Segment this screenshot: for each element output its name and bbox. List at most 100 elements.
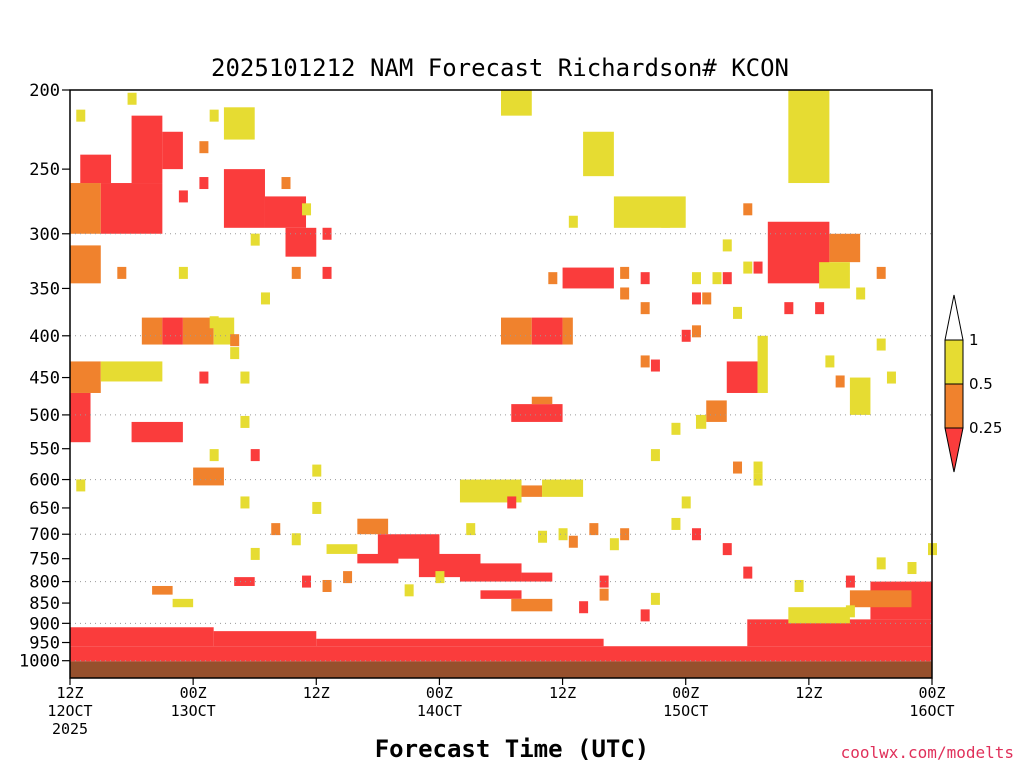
legend-triangle-top	[944, 294, 964, 341]
ri-region-45	[562, 267, 614, 289]
ri-speckle-18	[199, 371, 209, 384]
ri-speckle-2	[209, 109, 219, 122]
ri-speckle-33	[404, 584, 414, 597]
legend-triangle-bottom	[944, 427, 964, 473]
plot-frame	[69, 89, 933, 679]
chart-title: 2025101212 NAM Forecast Richardson# KCON	[211, 54, 789, 82]
ri-speckle-58	[733, 306, 743, 319]
legend-box-high	[944, 339, 964, 385]
ri-speckle-62	[753, 261, 763, 274]
colorbar-legend: 1 0.5 0.25	[944, 294, 1002, 473]
ri-speckle-89	[599, 575, 609, 588]
ri-region-29	[162, 317, 183, 345]
ri-region-55	[726, 361, 758, 393]
ri-region-16	[459, 563, 522, 582]
ri-region-35	[100, 183, 163, 234]
ri-speckle-6	[250, 233, 260, 246]
legend-level-1: 0.5	[969, 375, 993, 393]
ri-speckle-91	[640, 609, 650, 622]
ri-speckle-29	[250, 547, 260, 560]
x-tick-label-12-0: 00Z	[180, 684, 207, 702]
ri-region-11	[326, 544, 358, 554]
ri-speckle-52	[702, 292, 712, 305]
x-tick-label-0-0: 12Z	[56, 684, 83, 702]
y-tick-label-550: 550	[29, 440, 60, 460]
y-tick-label-250: 250	[29, 160, 60, 180]
y-tick-label-950: 950	[29, 634, 60, 654]
ri-speckle-61	[743, 261, 753, 274]
ri-speckle-26	[312, 501, 322, 514]
ri-region-10	[172, 598, 194, 608]
ri-region-37	[162, 131, 183, 170]
ri-speckle-11	[322, 266, 332, 279]
ri-speckle-43	[548, 272, 558, 285]
ri-region-18	[480, 590, 522, 599]
ri-region-8	[234, 577, 255, 586]
ri-speckle-34	[435, 571, 445, 584]
ri-speckle-44	[620, 266, 630, 279]
ri-speckle-31	[322, 579, 332, 592]
ri-speckle-72	[753, 461, 763, 474]
x-tick-label-48-0: 12Z	[549, 684, 576, 702]
ri-speckle-19	[240, 371, 250, 384]
ri-speckle-4	[199, 177, 209, 190]
ri-speckle-83	[876, 557, 886, 570]
ri-speckle-79	[722, 543, 732, 556]
ri-region-41	[223, 107, 255, 140]
ri-region-38	[223, 169, 265, 228]
x-tick-label-36-0: 00Z	[426, 684, 453, 702]
ri-speckle-71	[733, 461, 743, 474]
site-credit: coolwx.com/modelts	[840, 743, 1014, 762]
ri-speckle-55	[691, 325, 701, 338]
ri-speckle-13	[117, 266, 127, 279]
legend-level-0: 1	[969, 331, 979, 349]
ri-region-42	[501, 90, 532, 116]
ri-speckle-59	[722, 239, 732, 252]
ri-speckle-75	[671, 422, 681, 435]
ri-speckle-69	[886, 371, 896, 384]
y-tick-label-200: 200	[29, 81, 60, 101]
ground-layer	[70, 661, 932, 678]
y-tick-label-600: 600	[29, 471, 60, 491]
ri-speckle-36	[507, 496, 517, 509]
y-axis-ticks: 200 250 300 350 400 450 500 550 600 650 700 750 8008…	[19, 81, 70, 672]
x-tick-label-84-1: 16OCT	[909, 702, 954, 720]
ri-speckle-87	[620, 528, 630, 541]
ri-speckle-63	[784, 302, 794, 315]
ri-region-32	[70, 245, 101, 284]
ri-speckle-20	[240, 415, 250, 428]
ri-speckle-70	[876, 338, 886, 351]
ri-speckle-25	[240, 496, 250, 509]
ri-region-17	[521, 572, 553, 582]
legend-box-mid	[944, 383, 964, 429]
x-tick-label-0-2: 2025	[52, 720, 88, 738]
y-tick-label-1000: 1000	[19, 652, 60, 672]
x-tick-label-60-0: 00Z	[672, 684, 699, 702]
ri-speckle-32	[343, 571, 353, 584]
ri-speckle-90	[579, 601, 589, 614]
ri-speckle-77	[671, 517, 681, 530]
ri-speckle-38	[558, 528, 568, 541]
ri-speckle-48	[640, 355, 650, 368]
ri-speckle-46	[620, 287, 630, 300]
ri-speckle-30	[302, 575, 312, 588]
ri-region-50	[531, 396, 553, 405]
ri-region-52	[829, 233, 861, 263]
ri-region-19	[511, 598, 553, 612]
ri-region-21	[459, 479, 522, 503]
ri-speckle-47	[640, 302, 650, 315]
ri-speckle-5	[178, 190, 188, 203]
ri-speckle-92	[650, 592, 660, 605]
ri-region-57	[706, 400, 727, 422]
ri-speckle-3	[199, 141, 209, 154]
ri-speckle-22	[209, 449, 219, 462]
y-tick-label-300: 300	[29, 225, 60, 245]
ri-region-1	[70, 627, 214, 647]
ri-region-39	[264, 196, 307, 228]
ri-speckle-39	[568, 535, 578, 548]
ri-region-36	[131, 115, 163, 184]
y-tick-label-800: 800	[29, 573, 60, 593]
x-tick-label-0-1: 12OCT	[47, 702, 92, 720]
ri-region-6	[849, 590, 912, 608]
